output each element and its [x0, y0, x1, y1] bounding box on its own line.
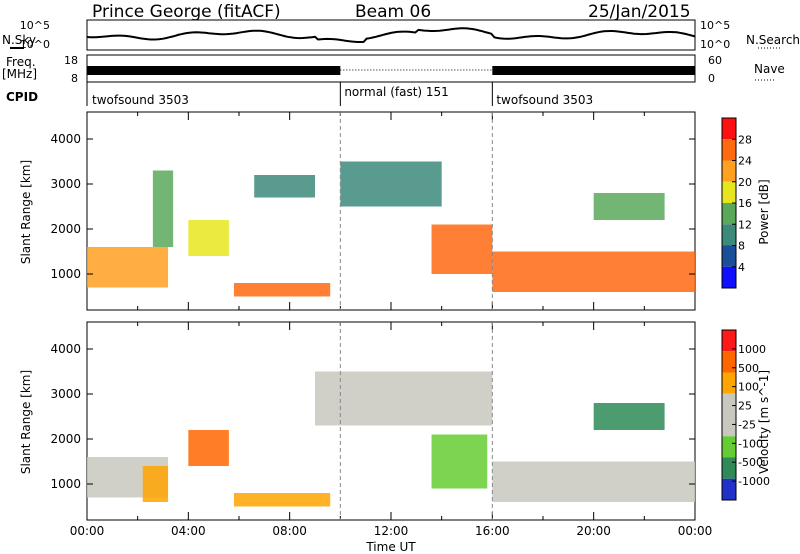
echo-region: [492, 251, 695, 292]
y-tick-label: 2000: [50, 432, 81, 446]
beam-title: Beam 06: [355, 2, 431, 22]
power-colorbar: 28 24 20 16 12 8 4: [721, 117, 752, 289]
x-tick-label: 04:00: [171, 524, 206, 538]
nsearch-label: N.Search: [746, 33, 800, 47]
echo-region: [152, 170, 174, 247]
echo-region: [431, 434, 488, 489]
velocity-colorbar-label: Velocity [m s^-1]: [757, 370, 771, 474]
echo-region: [593, 403, 665, 430]
colorbar-cell: [722, 203, 736, 225]
colorbar-cell: [722, 478, 736, 500]
colorbar-tick-label: 12: [738, 218, 752, 231]
echo-region: [315, 371, 493, 426]
y-tick-label: 2000: [50, 222, 81, 236]
colorbar-tick-label: -500: [738, 456, 763, 469]
colorbar-tick-label: -1000: [738, 475, 770, 488]
echo-region: [340, 161, 442, 207]
colorbar-cell: [722, 245, 736, 267]
noise-right-tick-bottom: 10^0: [700, 38, 730, 51]
colorbar-tick-label: 8: [738, 240, 745, 253]
colorbar-tick-label: 20: [738, 176, 752, 189]
nsky-label: N.Sky: [2, 33, 36, 47]
colorbar-cell: [722, 436, 736, 458]
colorbar-tick-label: 4: [738, 261, 745, 274]
echo-region: [233, 493, 331, 507]
freq-label: Freq.: [6, 55, 36, 69]
velocity-panel: 1000 2000 3000 4000 00:00 04:00 08:00 12:00 16:0…: [50, 321, 713, 538]
power-ylabel: Slant Range [km]: [19, 160, 33, 264]
y-tick-label: 3000: [50, 177, 81, 191]
y-tick-label: 4000: [50, 342, 81, 356]
colorbar-cell: [722, 457, 736, 479]
y-tick-label: 4000: [50, 132, 81, 146]
colorbar-cell: [722, 139, 736, 161]
echo-region: [431, 224, 493, 274]
echo-region: [254, 175, 315, 198]
x-tick-label: 00:00: [678, 524, 713, 538]
echo-region: [492, 461, 695, 502]
freq-bar-segment: [492, 66, 695, 75]
x-tick-label: 20:00: [576, 524, 611, 538]
velocity-ylabel: Slant Range [km]: [19, 370, 33, 474]
x-tick-label: 08:00: [272, 524, 307, 538]
freq-left-tick-bottom: 8: [71, 72, 78, 85]
x-tick-label: 00:00: [70, 524, 105, 538]
noise-left-tick-bottom: 10^0: [20, 38, 50, 51]
colorbar-tick-label: 24: [738, 155, 752, 168]
nave-label: Nave: [754, 62, 785, 76]
colorbar-cell: [722, 224, 736, 246]
freq-right-tick-bottom: 0: [708, 72, 715, 85]
colorbar-cell: [722, 415, 736, 437]
colorbar-frame: [721, 329, 737, 501]
x-tick-label: 12:00: [374, 524, 409, 538]
y-tick-label: 1000: [50, 477, 81, 491]
colorbar-tick-label: -100: [738, 437, 763, 450]
cpid-label: CPID: [6, 90, 38, 104]
echo-region: [188, 430, 229, 466]
noise-right-tick-top: 10^5: [700, 19, 730, 32]
colorbar-cell: [722, 330, 736, 352]
cpid-segment-label: twofsound 3503: [92, 93, 189, 107]
colorbar-tick-label: 500: [738, 362, 759, 375]
colorbar-tick-label: 16: [738, 197, 752, 210]
echo-region: [142, 466, 169, 502]
colorbar-cell: [722, 351, 736, 373]
noise-left-tick-top: 10^5: [20, 19, 50, 32]
station-title: Prince George (fitACF): [92, 2, 281, 22]
echo-region: [593, 193, 665, 220]
echo-region: [233, 283, 331, 297]
y-tick-label: 1000: [50, 267, 81, 281]
echo-region: [188, 220, 229, 256]
cpid-segment-label: normal (fast) 151: [344, 85, 448, 99]
time-xlabel: Time UT: [365, 540, 416, 554]
velocity-colorbar: 1000 500 100 25 -25 -100 -500 -1000: [721, 329, 770, 501]
colorbar-cell: [722, 181, 736, 203]
date-title: 25/Jan/2015: [588, 2, 691, 22]
power-colorbar-label: Power [dB]: [757, 179, 771, 244]
colorbar-tick-label: 100: [738, 381, 759, 394]
colorbar-tick-label: 1000: [738, 343, 766, 356]
noise-panel-frame: [86, 19, 696, 51]
freq-bar-segment: [87, 66, 341, 75]
freq-left-tick-top: 18: [64, 54, 78, 67]
colorbar-cell: [722, 393, 736, 415]
freq-unit-label: [MHz]: [2, 67, 37, 81]
power-panel: 1000 2000 3000 4000: [50, 111, 696, 311]
echo-region: [87, 247, 169, 288]
x-tick-label: 16:00: [475, 524, 510, 538]
y-tick-label: 3000: [50, 387, 81, 401]
cpid-segment-label: twofsound 3503: [496, 93, 593, 107]
freq-right-tick-top: 60: [708, 54, 722, 67]
colorbar-cell: [722, 372, 736, 394]
colorbar-tick-label: 25: [738, 400, 752, 413]
colorbar-tick-label: -25: [738, 418, 756, 431]
colorbar-cell: [722, 118, 736, 140]
colorbar-cell: [722, 266, 736, 288]
colorbar-tick-label: 28: [738, 133, 752, 146]
colorbar-cell: [722, 160, 736, 182]
noise-trace: [86, 27, 696, 43]
